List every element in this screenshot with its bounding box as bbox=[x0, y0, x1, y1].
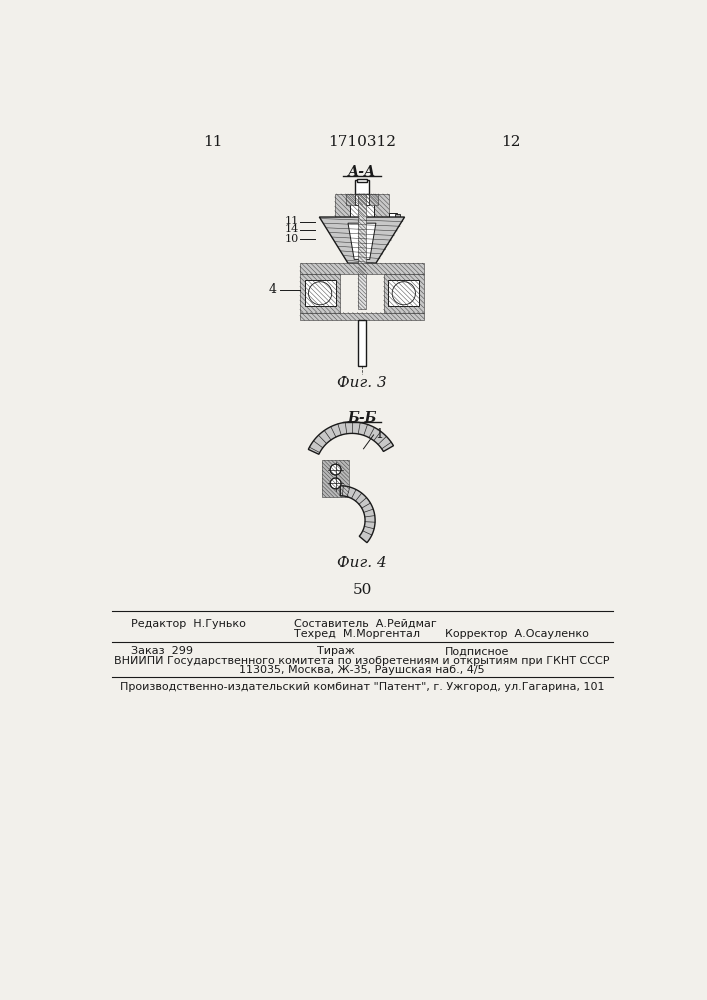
Text: 1710312: 1710312 bbox=[328, 135, 396, 149]
Text: 12: 12 bbox=[501, 135, 520, 149]
Bar bbox=[351, 195, 373, 217]
Bar bbox=[356, 179, 368, 182]
Polygon shape bbox=[340, 486, 375, 543]
Bar bbox=[346, 194, 378, 205]
Polygon shape bbox=[308, 422, 394, 454]
Bar bbox=[358, 320, 366, 366]
Circle shape bbox=[330, 464, 341, 475]
Text: ВНИИПИ Государственного комитета по изобретениям и открытиям при ГКНТ СССР: ВНИИПИ Государственного комитета по изоб… bbox=[115, 656, 609, 666]
Text: Редактор  Н.Гунько: Редактор Н.Гунько bbox=[131, 619, 246, 629]
Bar bbox=[355, 180, 369, 194]
Bar bbox=[358, 194, 366, 309]
Bar bbox=[322, 460, 349, 497]
Bar bbox=[335, 194, 389, 217]
Text: Производственно-издательский комбинат "Патент", г. Ужгород, ул.Гагарина, 101: Производственно-издательский комбинат "П… bbox=[119, 682, 604, 692]
Text: 1: 1 bbox=[375, 428, 383, 441]
Text: 11: 11 bbox=[284, 216, 298, 226]
Text: Тираж: Тираж bbox=[317, 646, 355, 656]
Text: Б-Б: Б-Б bbox=[347, 411, 377, 425]
Text: А-А: А-А bbox=[348, 165, 376, 179]
Bar bbox=[389, 213, 397, 219]
Text: 14: 14 bbox=[284, 224, 298, 234]
Bar bbox=[384, 274, 424, 312]
Text: Фиг. 3: Фиг. 3 bbox=[337, 376, 387, 390]
Text: 50: 50 bbox=[352, 583, 372, 597]
Text: 4: 4 bbox=[269, 283, 276, 296]
Text: 113035, Москва, Ж-35, Раушская наб., 4/5: 113035, Москва, Ж-35, Раушская наб., 4/5 bbox=[239, 665, 485, 675]
Text: 11: 11 bbox=[203, 135, 222, 149]
Text: 10: 10 bbox=[284, 234, 298, 244]
Bar bbox=[300, 274, 340, 312]
Text: Заказ  299: Заказ 299 bbox=[131, 646, 193, 656]
Text: Подписное: Подписное bbox=[445, 646, 509, 656]
Bar bbox=[355, 194, 369, 205]
Circle shape bbox=[330, 478, 341, 489]
Bar bbox=[300, 312, 424, 320]
Bar bbox=[388, 280, 419, 306]
Text: Корректор  А.Осауленко: Корректор А.Осауленко bbox=[445, 629, 589, 639]
Polygon shape bbox=[320, 217, 404, 263]
Text: Составитель  А.Рейдмаг: Составитель А.Рейдмаг bbox=[293, 619, 436, 629]
Text: Техред  М.Моргентал: Техред М.Моргентал bbox=[293, 629, 420, 639]
Bar bbox=[395, 214, 400, 219]
Polygon shape bbox=[348, 223, 376, 259]
Bar bbox=[300, 263, 424, 274]
Text: Фиг. 4: Фиг. 4 bbox=[337, 556, 387, 570]
Bar bbox=[305, 280, 336, 306]
